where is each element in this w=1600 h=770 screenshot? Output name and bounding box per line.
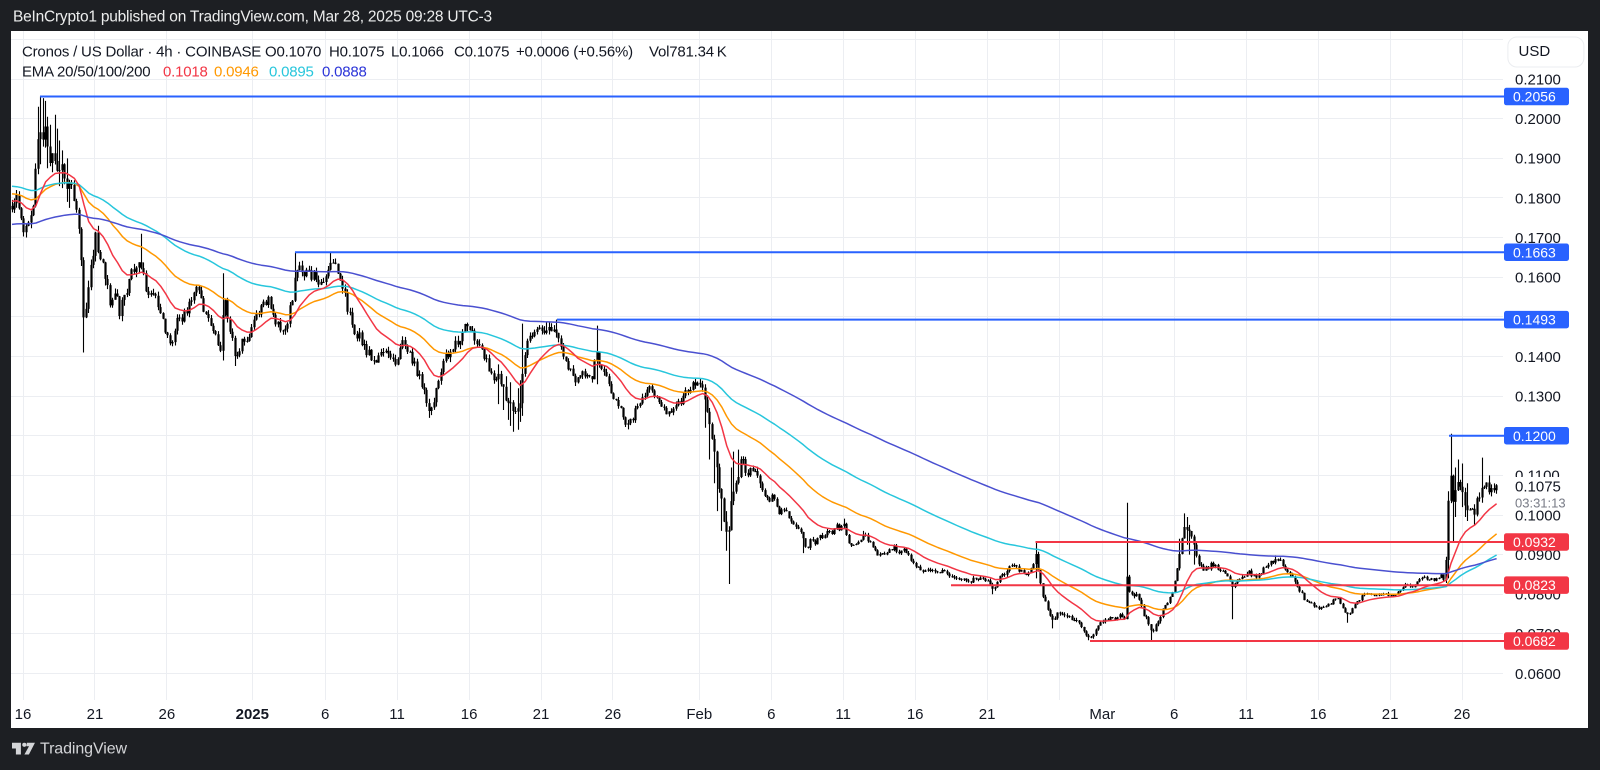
svg-text:0.1600: 0.1600 <box>1515 270 1561 287</box>
svg-text:6: 6 <box>1170 706 1178 723</box>
svg-text:0.1075: 0.1075 <box>1515 479 1561 496</box>
svg-text:0.1400: 0.1400 <box>1515 349 1561 366</box>
svg-text:EMA 20/50/100/200: EMA 20/50/100/200 <box>22 63 150 80</box>
svg-text:03:31:13: 03:31:13 <box>1515 496 1566 511</box>
svg-text:0.1700: 0.1700 <box>1515 230 1561 247</box>
svg-text:0.1800: 0.1800 <box>1515 190 1561 207</box>
svg-text:0.0682: 0.0682 <box>1513 633 1556 649</box>
svg-text:L0.1066: L0.1066 <box>391 43 444 60</box>
svg-text:0.2100: 0.2100 <box>1515 71 1561 88</box>
svg-text:0.0823: 0.0823 <box>1513 577 1556 593</box>
svg-text:16: 16 <box>15 706 32 723</box>
svg-text:11: 11 <box>835 706 851 723</box>
svg-text:21: 21 <box>533 706 550 723</box>
svg-text:C0.1075: C0.1075 <box>454 43 509 60</box>
svg-text:O0.1070: O0.1070 <box>265 43 321 60</box>
svg-text:TradingView: TradingView <box>40 741 127 758</box>
svg-text:0.2000: 0.2000 <box>1515 111 1561 128</box>
svg-text:21: 21 <box>87 706 104 723</box>
svg-text:26: 26 <box>159 706 176 723</box>
svg-text:0.0888: 0.0888 <box>322 63 367 80</box>
svg-text:0.0900: 0.0900 <box>1515 547 1561 564</box>
svg-text:16: 16 <box>1310 706 1327 723</box>
svg-text:Vol781.34 K: Vol781.34 K <box>649 43 727 60</box>
svg-text:0.1200: 0.1200 <box>1513 428 1556 444</box>
svg-text:0.0946: 0.0946 <box>214 63 259 80</box>
svg-text:6: 6 <box>767 706 775 723</box>
svg-text:0.0600: 0.0600 <box>1515 666 1561 683</box>
svg-text:0.0932: 0.0932 <box>1513 534 1556 550</box>
svg-text:Cronos / US Dollar · 4h · COIN: Cronos / US Dollar · 4h · COINBASE <box>22 43 261 60</box>
svg-text:0.1300: 0.1300 <box>1515 388 1561 405</box>
svg-text:0.0895: 0.0895 <box>269 63 314 80</box>
svg-text:0.1018: 0.1018 <box>163 63 208 80</box>
svg-text:21: 21 <box>979 706 996 723</box>
svg-text:+0.0006 (+0.56%): +0.0006 (+0.56%) <box>516 43 633 60</box>
svg-text:0.1663: 0.1663 <box>1513 244 1556 260</box>
svg-text:0.1000: 0.1000 <box>1515 507 1561 524</box>
svg-text:11: 11 <box>1238 706 1254 723</box>
svg-text:Feb: Feb <box>686 706 712 723</box>
svg-text:6: 6 <box>321 706 329 723</box>
svg-text:16: 16 <box>461 706 478 723</box>
svg-text:BeInCrypto1 published on Tradi: BeInCrypto1 published on TradingView.com… <box>13 9 492 26</box>
svg-text:0.1493: 0.1493 <box>1513 312 1556 328</box>
svg-text:0.1900: 0.1900 <box>1515 151 1561 168</box>
svg-text:Mar: Mar <box>1089 706 1115 723</box>
svg-text:21: 21 <box>1382 706 1399 723</box>
svg-text:USD: USD <box>1519 43 1551 60</box>
svg-text:H0.1075: H0.1075 <box>329 43 384 60</box>
svg-text:11: 11 <box>389 706 405 723</box>
svg-text:16: 16 <box>907 706 924 723</box>
svg-text:26: 26 <box>1454 706 1471 723</box>
svg-text:2025: 2025 <box>236 706 269 723</box>
svg-text:0.2056: 0.2056 <box>1513 89 1556 105</box>
svg-text:26: 26 <box>605 706 622 723</box>
